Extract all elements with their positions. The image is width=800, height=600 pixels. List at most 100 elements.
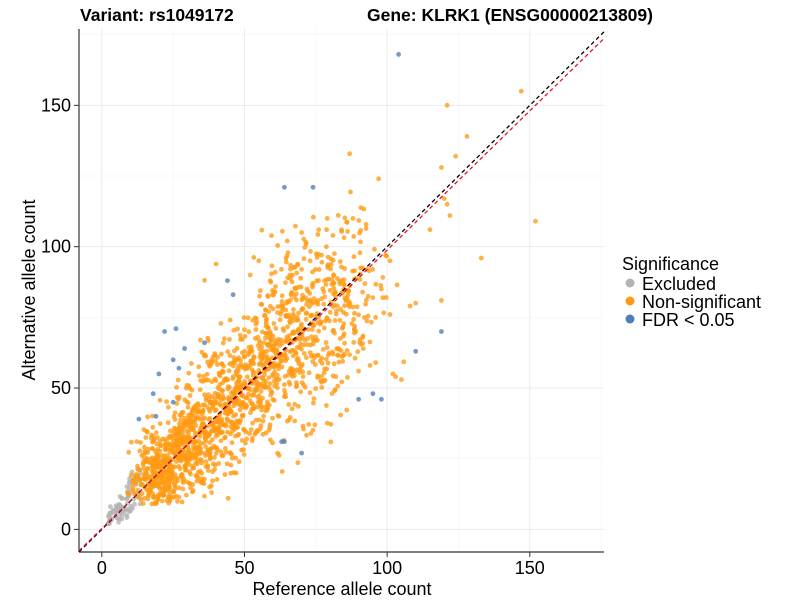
non-significant-point (186, 457, 192, 463)
non-significant-point (243, 381, 248, 387)
non-significant-point (165, 494, 171, 500)
fdr-point (282, 184, 287, 190)
non-significant-point (164, 468, 170, 474)
non-significant-point (357, 340, 363, 345)
non-significant-point (215, 354, 221, 360)
non-significant-point (231, 355, 237, 360)
non-significant-point (272, 269, 278, 275)
non-significant-point (125, 491, 131, 497)
non-significant-point (205, 377, 211, 383)
non-significant-point (252, 431, 258, 437)
non-significant-point (254, 316, 259, 322)
non-significant-point (151, 438, 156, 443)
non-significant-point (259, 407, 264, 413)
non-significant-point (345, 375, 350, 380)
non-significant-point (296, 404, 301, 409)
non-significant-point (215, 427, 221, 433)
non-significant-point (233, 369, 239, 374)
non-significant-point (335, 383, 341, 389)
non-significant-point (263, 335, 268, 341)
excluded-point (132, 501, 138, 507)
non-significant-point (441, 196, 447, 202)
non-significant-point (351, 234, 357, 239)
non-significant-point (198, 337, 203, 343)
non-significant-point (157, 448, 163, 454)
non-significant-point (240, 413, 246, 418)
non-significant-point (347, 304, 353, 310)
non-significant-point (223, 402, 229, 407)
non-significant-point (378, 283, 384, 288)
non-significant-point (341, 331, 347, 337)
x-axis-title: Reference allele count (252, 579, 431, 599)
legend-label: Excluded (642, 274, 716, 294)
non-significant-point (154, 483, 160, 489)
non-significant-point (312, 362, 318, 367)
non-significant-point (370, 295, 376, 300)
non-significant-point (210, 469, 216, 475)
non-significant-point (202, 392, 208, 398)
non-significant-point (276, 366, 282, 372)
non-significant-point (183, 467, 189, 473)
non-significant-point (365, 293, 371, 299)
non-significant-point (344, 348, 350, 353)
non-significant-point (202, 415, 208, 421)
non-significant-point (140, 501, 146, 506)
non-significant-point (407, 303, 413, 309)
non-significant-point (369, 319, 374, 325)
non-significant-point (248, 427, 254, 432)
non-significant-point (188, 485, 193, 491)
non-significant-point (303, 316, 309, 322)
non-significant-point (324, 403, 329, 408)
non-significant-point (183, 385, 189, 391)
non-significant-point (238, 417, 244, 423)
non-significant-point (314, 278, 320, 284)
non-significant-point (263, 430, 269, 436)
non-significant-point (348, 189, 353, 195)
non-significant-point (340, 325, 345, 331)
non-significant-point (182, 415, 188, 421)
y-axis-title: Alternative allele count (19, 199, 39, 380)
non-significant-point (145, 496, 151, 502)
x-tick-label: 50 (234, 558, 254, 578)
non-significant-point (277, 317, 283, 323)
non-significant-point (282, 352, 288, 358)
non-significant-point (202, 277, 207, 283)
non-significant-point (252, 336, 258, 341)
non-significant-point (287, 382, 293, 387)
non-significant-point (279, 266, 284, 272)
non-significant-point (176, 440, 181, 446)
non-significant-point (307, 390, 313, 396)
non-significant-point (150, 424, 156, 430)
non-significant-point (335, 213, 341, 218)
non-significant-point (260, 329, 265, 335)
non-significant-point (273, 326, 279, 331)
non-significant-point (272, 369, 278, 375)
non-significant-point (282, 382, 287, 388)
non-significant-point (307, 258, 313, 264)
non-significant-point (323, 356, 329, 362)
non-significant-point (267, 381, 273, 386)
non-significant-point (213, 445, 219, 451)
non-significant-point (447, 213, 453, 219)
non-significant-point (270, 415, 275, 421)
non-significant-point (294, 270, 300, 276)
non-significant-point (294, 314, 300, 320)
non-significant-point (223, 449, 229, 455)
non-significant-point (227, 337, 232, 342)
non-significant-point (356, 312, 361, 318)
non-significant-point (306, 370, 312, 376)
non-significant-point (126, 449, 132, 455)
non-significant-point (321, 370, 327, 376)
non-significant-point (168, 469, 174, 474)
non-significant-point (229, 440, 235, 446)
non-significant-point (294, 383, 300, 388)
non-significant-point (256, 417, 262, 423)
non-significant-point (154, 441, 160, 447)
non-significant-point (327, 288, 333, 293)
non-significant-point (276, 413, 282, 419)
non-significant-point (357, 250, 363, 256)
non-significant-point (332, 302, 337, 308)
non-significant-point (191, 463, 196, 469)
non-significant-point (175, 499, 180, 504)
non-significant-point (222, 472, 228, 477)
